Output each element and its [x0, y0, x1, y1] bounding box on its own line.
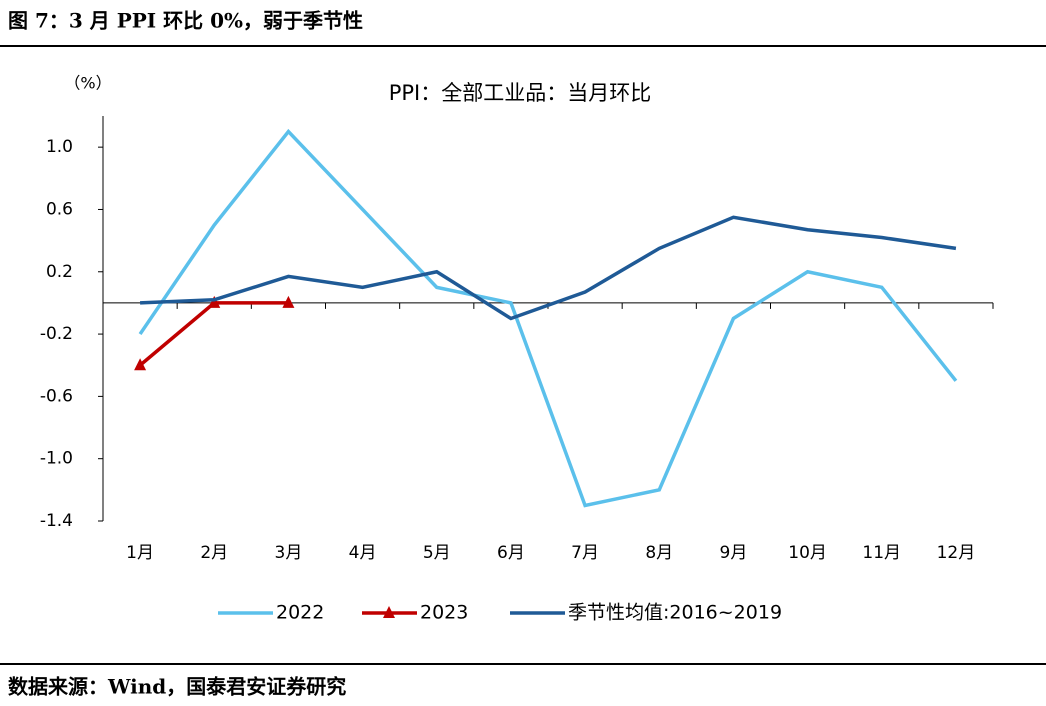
series-line: [138, 128, 958, 508]
figure-caption: 图 7：3 月 PPI 环比 0%，弱于季节性: [8, 9, 363, 33]
y-tick-label: -0.2: [40, 324, 73, 344]
x-tick-label: 3月: [275, 543, 303, 563]
x-tick-label: 4月: [349, 543, 377, 563]
legend-label: 2023: [420, 602, 468, 624]
y-tick-label: -1.4: [40, 511, 73, 531]
y-tick-label: -1.0: [40, 449, 73, 469]
legend-label: 季节性均值:2016~2019: [568, 602, 782, 624]
y-tick-label: -0.6: [40, 386, 73, 406]
y-tick-label: 0.2: [46, 262, 73, 282]
y-tick-label: 0.6: [46, 199, 73, 219]
x-tick-label: 10月: [788, 543, 827, 563]
y-axis-label: （%）: [64, 74, 111, 93]
point-marker: [134, 358, 147, 371]
chart-title: PPI：全部工业品：当月环比: [389, 81, 652, 105]
x-tick-label: 5月: [423, 543, 451, 563]
series-line: [138, 301, 289, 367]
y-tick-label: 1.0: [46, 137, 73, 157]
series-line: [140, 215, 957, 321]
x-tick-label: 9月: [720, 543, 748, 563]
x-tick-label: 11月: [862, 543, 901, 563]
x-tick-label: 1月: [126, 543, 154, 563]
x-tick-label: 6月: [497, 543, 525, 563]
point-marker: [208, 295, 221, 308]
x-tick-label: 2月: [200, 543, 228, 563]
x-tick-label: 8月: [645, 543, 673, 563]
x-tick-label: 7月: [571, 543, 599, 563]
source: 数据来源：Wind，国泰君安证券研究: [8, 675, 346, 699]
legend-marker: [383, 606, 395, 618]
x-tick-label: 12月: [937, 543, 976, 563]
legend-label: 2022: [276, 602, 324, 624]
point-marker: [282, 295, 295, 308]
